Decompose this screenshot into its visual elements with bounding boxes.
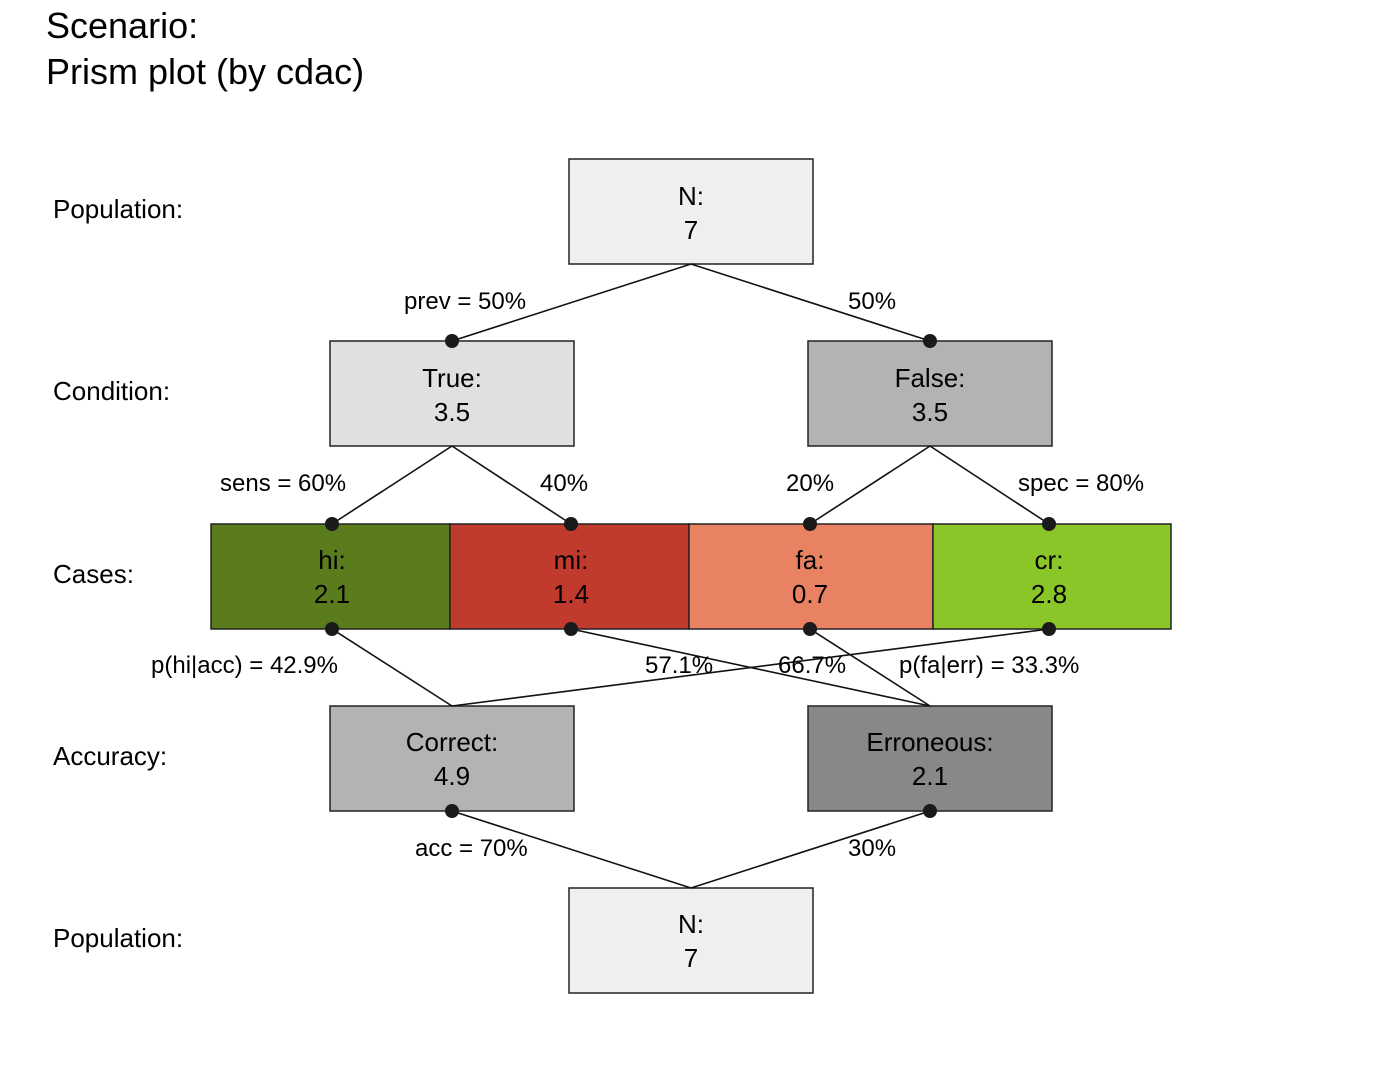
dot-false-top — [923, 334, 937, 348]
box-condition-true-rect — [329, 340, 575, 447]
dot-hi-top — [325, 517, 339, 531]
box-accuracy-erroneous: Erroneous: 2.1 — [807, 705, 1053, 812]
edge-correct-n — [451, 810, 692, 889]
dot-cr-bottom — [1042, 622, 1056, 636]
dot-cr-top — [1042, 517, 1056, 531]
box-accuracy-correct-name: Correct: — [406, 727, 498, 757]
box-hi-value: 2.1 — [314, 579, 350, 609]
box-condition-false-value: 3.5 — [912, 397, 948, 427]
edge-label-mi-rate: 40% — [540, 470, 588, 497]
row-label-population-bottom: Population: — [53, 923, 183, 953]
row-label-cases: Cases: — [53, 559, 134, 589]
box-condition-false-name: False: — [895, 363, 966, 393]
edge-label-p-hi-acc: p(hi|acc) = 42.9% — [151, 652, 338, 679]
box-mi-name: mi: — [554, 545, 589, 575]
box-hi: hi: 2.1 — [210, 523, 451, 630]
box-mi: mi: 1.4 — [449, 523, 690, 630]
edge-label-fa-rate: 20% — [786, 470, 834, 497]
box-n-bottom-name: N: — [678, 909, 704, 939]
box-n-bottom-value: 7 — [684, 943, 698, 973]
edge-mi-erroneous — [570, 628, 931, 707]
box-n-top-value: 7 — [684, 215, 698, 245]
box-n-top: N: 7 — [568, 158, 814, 265]
box-accuracy-correct: Correct: 4.9 — [329, 705, 575, 812]
box-accuracy-erroneous-name: Erroneous: — [866, 727, 993, 757]
edge-n-false — [690, 263, 931, 342]
box-fa: fa: 0.7 — [688, 523, 934, 630]
row-label-accuracy: Accuracy: — [53, 741, 167, 771]
dot-mi-bottom — [564, 622, 578, 636]
edge-label-p-mi-err: 57.1% — [645, 652, 713, 679]
edge-n-true — [451, 263, 692, 342]
box-n-bottom: N: 7 — [568, 887, 814, 994]
dot-hi-bottom — [325, 622, 339, 636]
edge-label-spec: spec = 80% — [1018, 470, 1144, 497]
box-n-bottom-rect — [568, 887, 814, 994]
row-label-condition: Condition: — [53, 376, 170, 406]
box-condition-true-name: True: — [422, 363, 482, 393]
box-cr-rect — [932, 523, 1172, 630]
box-mi-rect — [449, 523, 690, 630]
box-condition-true-value: 3.5 — [434, 397, 470, 427]
edge-label-err: 30% — [848, 835, 896, 862]
box-condition-false: False: 3.5 — [807, 340, 1053, 447]
box-cr-value: 2.8 — [1031, 579, 1067, 609]
box-n-top-name: N: — [678, 181, 704, 211]
box-fa-name: fa: — [796, 545, 825, 575]
box-cr-name: cr: — [1035, 545, 1064, 575]
dot-mi-top — [564, 517, 578, 531]
dot-true-top — [445, 334, 459, 348]
box-fa-value: 0.7 — [792, 579, 828, 609]
title-line-1: Scenario: — [46, 5, 198, 46]
dot-fa-top — [803, 517, 817, 531]
edge-false-cr — [929, 445, 1050, 525]
edge-hi-correct — [331, 628, 453, 707]
box-cr: cr: 2.8 — [932, 523, 1172, 630]
box-accuracy-erroneous-rect — [807, 705, 1053, 812]
edge-true-hi — [331, 445, 453, 525]
edge-false-fa — [809, 445, 931, 525]
box-mi-value: 1.4 — [553, 579, 589, 609]
dot-correct-bottom — [445, 804, 459, 818]
edge-label-sens: sens = 60% — [220, 470, 346, 497]
box-accuracy-correct-rect — [329, 705, 575, 812]
box-hi-name: hi: — [318, 545, 345, 575]
edge-label-p-cr-acc: 66.7% — [778, 652, 846, 679]
box-accuracy-erroneous-value: 2.1 — [912, 761, 948, 791]
edge-label-prev-complement: 50% — [848, 288, 896, 315]
box-condition-false-rect — [807, 340, 1053, 447]
box-hi-rect — [210, 523, 451, 630]
edge-true-mi — [451, 445, 572, 525]
box-accuracy-correct-value: 4.9 — [434, 761, 470, 791]
title-line-2: Prism plot (by cdac) — [46, 51, 364, 92]
row-label-population-top: Population: — [53, 194, 183, 224]
edge-erroneous-n — [690, 810, 931, 889]
edge-label-prev: prev = 50% — [404, 288, 526, 315]
dot-erroneous-bottom — [923, 804, 937, 818]
box-fa-rect — [688, 523, 934, 630]
edge-label-acc: acc = 70% — [415, 835, 528, 862]
edge-fa-erroneous — [809, 628, 931, 707]
box-n-top-rect — [568, 158, 814, 265]
box-condition-true: True: 3.5 — [329, 340, 575, 447]
edge-label-p-fa-err: p(fa|err) = 33.3% — [899, 652, 1079, 679]
dot-fa-bottom — [803, 622, 817, 636]
